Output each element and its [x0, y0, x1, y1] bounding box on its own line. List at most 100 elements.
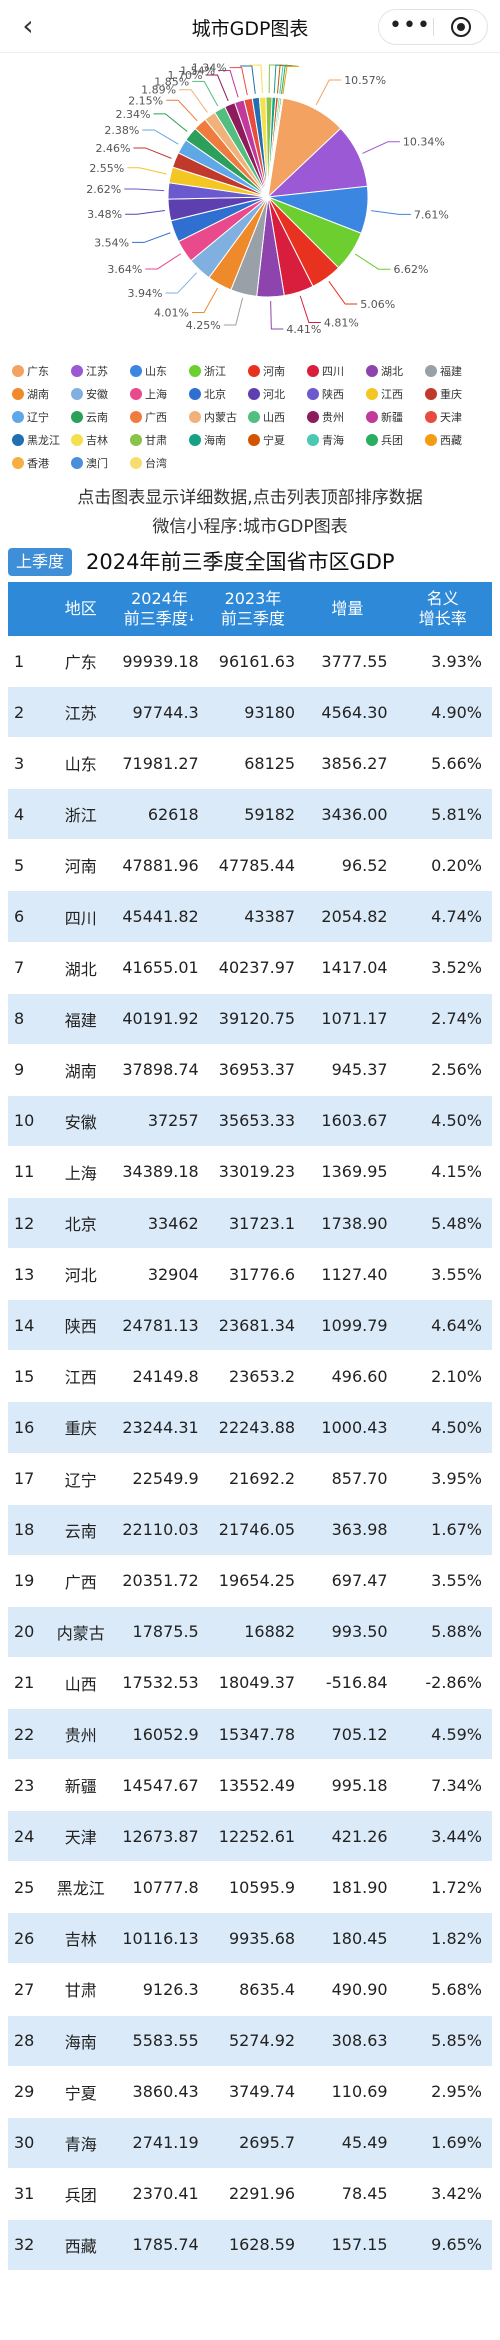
table-row[interactable]: 23 新疆 14547.67 13552.49 995.18 7.34% — [8, 1760, 492, 1812]
table-row[interactable]: 13 河北 32904 31776.6 1127.40 3.55% — [8, 1249, 492, 1301]
header-2024-line2: 前三季度 — [123, 609, 188, 628]
cell-increase: 705.12 — [331, 1724, 388, 1744]
legend-item[interactable]: 安徽 — [71, 385, 130, 405]
legend-item[interactable]: 湖北 — [366, 362, 425, 382]
table-row[interactable]: 1 广东 99939.18 96161.63 3777.55 3.93% — [8, 636, 492, 688]
pie-label-line — [125, 210, 165, 215]
pie-label-line — [142, 129, 179, 145]
table-row[interactable]: 16 重庆 23244.31 22243.88 1000.43 4.50% — [8, 1402, 492, 1454]
cell-increase: 308.63 — [331, 2031, 388, 2051]
table-row[interactable]: 29 宁夏 3860.43 3749.74 110.69 2.95% — [8, 2066, 492, 2118]
cell-increase: 421.26 — [331, 1826, 388, 1846]
table-row[interactable]: 22 贵州 16052.9 15347.78 705.12 4.59% — [8, 1708, 492, 1761]
legend-item[interactable]: 河南 — [248, 362, 307, 382]
close-mini-program-icon[interactable] — [451, 17, 471, 37]
pie-data-label: 6.62% — [393, 263, 428, 276]
cell-y2023: 39120.75 — [218, 1009, 296, 1029]
table-row[interactable]: 3 山东 71981.27 68125 3856.27 5.66% — [8, 738, 492, 790]
previous-quarter-button[interactable]: 上季度 — [8, 548, 72, 576]
cell-growth: 5.81% — [431, 804, 482, 824]
legend-item[interactable]: 宁夏 — [248, 431, 307, 451]
table-row[interactable]: 4 浙江 62618 59182 3436.00 5.81% — [8, 789, 492, 841]
legend-item[interactable]: 台湾 — [130, 454, 189, 474]
legend-item[interactable]: 辽宁 — [12, 408, 71, 428]
table-row[interactable]: 25 黑龙江 10777.8 10595.9 181.90 1.72% — [8, 1862, 492, 1914]
table-row[interactable]: 30 青海 2741.19 2695.7 45.49 1.69% — [8, 2117, 492, 2169]
back-button[interactable]: ‹ — [22, 9, 34, 42]
table-row[interactable]: 8 福建 40191.92 39120.75 1071.17 2.74% — [8, 993, 492, 1045]
table-row[interactable]: 26 吉林 10116.13 9935.68 180.45 1.82% — [8, 1913, 492, 1965]
legend-item[interactable]: 上海 — [130, 385, 189, 405]
table-row[interactable]: 12 北京 33462 31723.1 1738.90 5.48% — [8, 1198, 492, 1250]
legend-label: 云南 — [86, 411, 108, 424]
legend-item[interactable]: 云南 — [71, 408, 130, 428]
cell-rank: 32 — [14, 2235, 35, 2255]
legend-item[interactable]: 浙江 — [189, 362, 248, 382]
legend-item[interactable]: 甘肃 — [130, 431, 189, 451]
mini-program-capsule: ••• — [378, 9, 488, 45]
legend-item[interactable]: 重庆 — [425, 385, 484, 405]
legend-item[interactable]: 陕西 — [307, 385, 366, 405]
table-row[interactable]: 31 兵团 2370.41 2291.96 78.45 3.42% — [8, 2168, 492, 2220]
header-2024[interactable]: 2024年 前三季度↓ — [114, 589, 205, 629]
legend-item[interactable]: 黑龙江 — [12, 431, 71, 451]
legend-label: 吉林 — [86, 434, 108, 447]
header-2023[interactable]: 2023年 前三季度 — [205, 589, 301, 629]
legend-swatch — [366, 411, 378, 423]
table-row[interactable]: 9 湖南 37898.74 36953.37 945.37 2.56% — [8, 1044, 492, 1096]
legend-item[interactable]: 江西 — [366, 385, 425, 405]
table-row[interactable]: 7 湖北 41655.01 40237.97 1417.04 3.52% — [8, 942, 492, 994]
table-row[interactable]: 5 河南 47881.96 47785.44 96.52 0.20% — [8, 840, 492, 892]
table-row[interactable]: 28 海南 5583.55 5274.92 308.63 5.85% — [8, 2015, 492, 2067]
legend-item[interactable]: 广东 — [12, 362, 71, 382]
table-row[interactable]: 24 天津 12673.87 12252.61 421.26 3.44% — [8, 1811, 492, 1863]
legend-item[interactable]: 香港 — [12, 454, 71, 474]
legend-item[interactable]: 湖南 — [12, 385, 71, 405]
table-row[interactable]: 6 四川 45441.82 43387 2054.82 4.74% — [8, 891, 492, 943]
legend-item[interactable]: 广西 — [130, 408, 189, 428]
legend-item[interactable]: 澳门 — [71, 454, 130, 474]
table-row[interactable]: 11 上海 34389.18 33019.23 1369.95 4.15% — [8, 1146, 492, 1199]
pie-label-line — [282, 65, 299, 95]
table-row[interactable]: 14 陕西 24781.13 23681.34 1099.79 4.64% — [8, 1300, 492, 1352]
pie-label-line — [166, 99, 198, 122]
table-row[interactable]: 15 江西 24149.8 23653.2 496.60 2.10% — [8, 1351, 492, 1403]
legend-item[interactable]: 兵团 — [366, 431, 425, 451]
legend-item[interactable]: 海南 — [189, 431, 248, 451]
cell-region: 甘肃 — [64, 1981, 97, 2001]
legend-item[interactable]: 江苏 — [71, 362, 130, 382]
cell-y2024: 41655.01 — [122, 958, 199, 978]
legend-item[interactable]: 山东 — [130, 362, 189, 382]
table-row[interactable]: 21 山西 17532.53 18049.37 -516.84 -2.86% — [8, 1657, 492, 1709]
legend-item[interactable]: 贵州 — [307, 408, 366, 428]
legend-item[interactable]: 天津 — [425, 408, 484, 428]
legend-item[interactable]: 福建 — [425, 362, 484, 382]
pie-slice[interactable] — [267, 97, 284, 198]
more-menu-button[interactable]: ••• — [389, 13, 431, 38]
table-row[interactable]: 19 广西 20351.72 19654.25 697.47 3.55% — [8, 1555, 492, 1607]
table-row[interactable]: 10 安徽 37257 35653.33 1603.67 4.50% — [8, 1095, 492, 1147]
header-growth[interactable]: 名义 增长率 — [394, 589, 492, 629]
legend-item[interactable]: 河北 — [248, 385, 307, 405]
legend-item[interactable]: 吉林 — [71, 431, 130, 451]
header-region[interactable]: 地区 — [64, 599, 97, 618]
cell-growth: 5.85% — [431, 2031, 482, 2051]
legend-item[interactable]: 新疆 — [366, 408, 425, 428]
legend-item[interactable]: 四川 — [307, 362, 366, 382]
legend-item[interactable]: 青海 — [307, 431, 366, 451]
table-row[interactable]: 27 甘肃 9126.3 8635.4 490.90 5.68% — [8, 1964, 492, 2016]
table-row[interactable]: 17 辽宁 22549.9 21692.2 857.70 3.95% — [8, 1453, 492, 1505]
legend-item[interactable]: 内蒙古 — [189, 408, 248, 428]
legend-item[interactable]: 北京 — [189, 385, 248, 405]
legend-item[interactable]: 山西 — [248, 408, 307, 428]
legend-label: 广东 — [27, 365, 49, 378]
table-row[interactable]: 32 西藏 1785.74 1628.59 157.15 9.65% — [8, 2219, 492, 2271]
legend-item[interactable]: 西藏 — [425, 431, 484, 451]
legend-label: 天津 — [440, 411, 462, 424]
cell-region: 山东 — [64, 755, 97, 775]
header-increase[interactable]: 增量 — [331, 599, 364, 618]
gdp-pie-chart[interactable]: 10.57% 10.34% 7.61% 6.62% 5.06%4.81%4.41% 4.2… — [0, 52, 500, 352]
table-row[interactable]: 18 云南 22110.03 21746.05 363.98 1.67% — [8, 1504, 492, 1556]
table-row[interactable]: 2 江苏 97744.3 93180 4564.30 4.90% — [8, 687, 492, 739]
table-row[interactable]: 20 内蒙古 17875.5 16882 993.50 5.88% — [8, 1606, 492, 1658]
